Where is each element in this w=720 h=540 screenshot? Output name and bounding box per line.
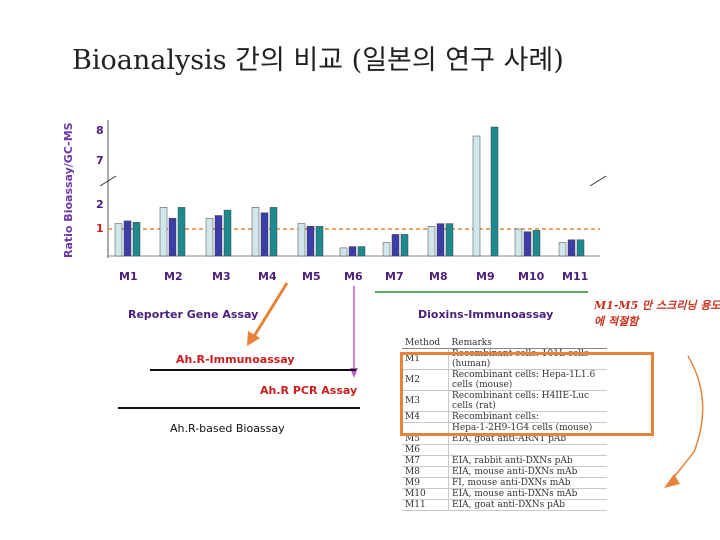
table-cell: EIA, goat anti-ARNT pAb bbox=[448, 433, 607, 445]
dioxins-immunoassay-label: Dioxins-Immunoassay bbox=[418, 308, 554, 321]
ahr-immunoassay-label: Ah.R-Immunoassay bbox=[176, 353, 295, 366]
bar-m3-s1 bbox=[205, 217, 214, 257]
table-row: M2 Recombinant cells: Hepa-1L1.6 cells (m… bbox=[402, 369, 607, 391]
bar-m10-s3 bbox=[532, 230, 541, 257]
reporter-gene-assay-label: Reporter Gene Assay bbox=[128, 308, 259, 321]
bar-m5-s1 bbox=[297, 223, 306, 257]
bar-m7-s1 bbox=[382, 242, 391, 257]
table-cell: EIA, mouse anti-DXNs mAb bbox=[448, 488, 607, 500]
table-cell: M5 bbox=[402, 433, 449, 445]
table-cell: Recombinant cells: H4IIE-Luc cells (rat) bbox=[448, 390, 607, 412]
bar-m5-s3 bbox=[315, 226, 324, 257]
y-tick-label: 7 bbox=[96, 154, 104, 167]
y-tick-label: 8 bbox=[96, 124, 104, 137]
table-cell: M7 bbox=[402, 455, 449, 467]
axis-break-left bbox=[99, 175, 117, 187]
bar-m1-s1 bbox=[114, 223, 123, 257]
table-cell bbox=[448, 444, 607, 456]
table-cell: Recombinant cells: bbox=[448, 411, 607, 423]
bar-m6-s3 bbox=[357, 246, 366, 257]
axis-break-right bbox=[589, 175, 607, 187]
table-row: M6 bbox=[402, 444, 607, 456]
bar-m4-s3 bbox=[269, 207, 278, 257]
bar-m1-s3 bbox=[132, 222, 141, 257]
table-cell: M11 bbox=[402, 499, 449, 511]
x-tick-label: M2 bbox=[164, 270, 183, 283]
bar-m1-s2 bbox=[123, 220, 132, 257]
bar-m8-s2 bbox=[436, 223, 445, 257]
table-header: Remarks bbox=[448, 338, 607, 349]
bar-m8-s3 bbox=[445, 223, 454, 257]
bar-m3-s2 bbox=[214, 215, 223, 257]
table-cell: EIA, mouse anti-DXNs mAb bbox=[448, 466, 607, 478]
x-tick-label: M8 bbox=[429, 270, 448, 283]
table-row: M7 EIA, rabbit anti-DXNs pAb bbox=[402, 455, 607, 467]
table-row: M5 EIA, goat anti-ARNT pAb bbox=[402, 433, 607, 445]
highlight-box-m1-m5 bbox=[400, 352, 654, 436]
bar-m7-s2 bbox=[391, 234, 400, 257]
table-cell: M3 bbox=[402, 390, 449, 412]
bar-m2-s2 bbox=[168, 217, 177, 257]
bar-m10-s2 bbox=[523, 231, 532, 257]
x-tick-label: M10 bbox=[518, 270, 545, 283]
x-tick-label: M5 bbox=[302, 270, 321, 283]
x-tick-label: M9 bbox=[476, 270, 495, 283]
remarks-table: Method Remarks M1 Recombinant cells: 101L… bbox=[402, 338, 607, 511]
x-tick-label: M4 bbox=[258, 270, 277, 283]
table-cell: M9 bbox=[402, 477, 449, 489]
bar-m9-s3 bbox=[490, 126, 499, 257]
table-row: M3 Recombinant cells: H4IIE-Luc cells (ra… bbox=[402, 390, 607, 412]
bar-m6-s1 bbox=[339, 247, 348, 257]
table-cell: FI, mouse anti-DXNs mAb bbox=[448, 477, 607, 489]
bar-m10-s1 bbox=[514, 228, 523, 257]
table-cell: EIA, rabbit anti-DXNs pAb bbox=[448, 455, 607, 467]
ahr-pcr-assay-label: Ah.R PCR Assay bbox=[260, 384, 358, 397]
table-cell: M6 bbox=[402, 444, 449, 456]
table-cell: Recombinant cells: Hepa-1L1.6 cells (mou… bbox=[448, 369, 607, 391]
table-row: M10 EIA, mouse anti-DXNs mAb bbox=[402, 488, 607, 500]
table-cell: EIA, goat anti-DXNs pAb bbox=[448, 499, 607, 511]
x-tick-label: M3 bbox=[212, 270, 231, 283]
ahr-based-bioassay-label: Ah.R-based Bioassay bbox=[170, 422, 285, 435]
bar-m3-s3 bbox=[223, 209, 232, 257]
page-title: Bioanalysis 간의 비교 (일본의 연구 사례) bbox=[72, 45, 564, 76]
x-tick-label: M1 bbox=[119, 270, 138, 283]
bar-m11-s1 bbox=[558, 242, 567, 257]
x-tick-label: M7 bbox=[385, 270, 404, 283]
screening-note: M1-M5 만 스크리닝 용도에 적절함 bbox=[594, 299, 720, 328]
note-arrow-curve bbox=[669, 355, 704, 483]
x-tick-label: M11 bbox=[562, 270, 589, 283]
bar-m4-s2 bbox=[260, 212, 269, 257]
table-row: M11 EIA, goat anti-DXNs pAb bbox=[402, 499, 607, 511]
y-tick-label: 1 bbox=[96, 222, 104, 235]
x-tick-label: M6 bbox=[344, 270, 363, 283]
bar-m5-s2 bbox=[306, 226, 315, 257]
table-header-row: Method Remarks bbox=[402, 338, 607, 349]
table-row: M9 FI, mouse anti-DXNs mAb bbox=[402, 477, 607, 489]
bar-m6-s2 bbox=[348, 246, 357, 257]
y-tick-label: 2 bbox=[96, 198, 104, 211]
bar-m11-s2 bbox=[567, 239, 576, 257]
table-row: M8 EIA, mouse anti-DXNs mAb bbox=[402, 466, 607, 478]
note-arrow-head bbox=[664, 474, 680, 488]
table-row: M4 Recombinant cells: bbox=[402, 411, 607, 423]
table-cell: M8 bbox=[402, 466, 449, 478]
bar-m9-s1 bbox=[472, 135, 481, 257]
m5-arrow-line bbox=[251, 282, 289, 339]
table-cell: M2 bbox=[402, 369, 449, 391]
bar-m4-s1 bbox=[251, 207, 260, 257]
bar-m2-s1 bbox=[159, 207, 168, 257]
bar-m11-s3 bbox=[576, 239, 585, 257]
bar-m8-s1 bbox=[427, 226, 436, 257]
table-cell: M4 bbox=[402, 411, 449, 423]
table-header: Method bbox=[402, 338, 449, 349]
bar-m2-s3 bbox=[177, 207, 186, 257]
m5-arrow-head bbox=[247, 331, 260, 346]
table-cell: M10 bbox=[402, 488, 449, 500]
bar-m7-s3 bbox=[400, 234, 409, 257]
